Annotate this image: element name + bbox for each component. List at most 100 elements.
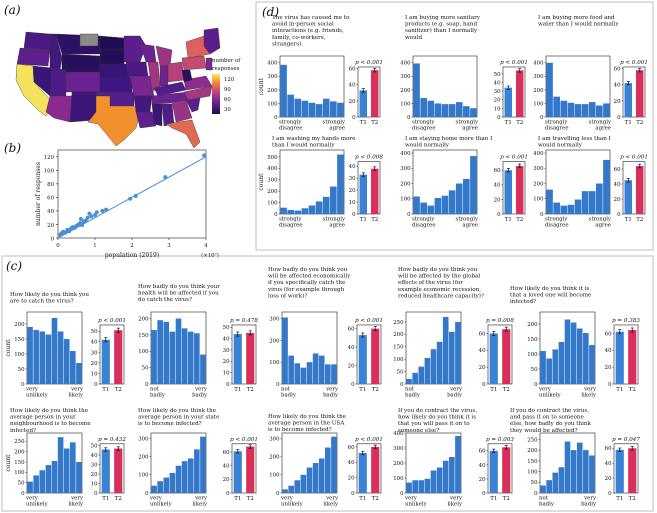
chart-d4-t-ytick-label: 40 — [349, 164, 356, 170]
chart-d5-ytick-label: 400 — [400, 151, 411, 157]
chart-c6-ytick-label: 50 — [18, 481, 25, 487]
chart-c6-t2-label: T2 — [115, 496, 122, 502]
panel-letter-c: (c) — [6, 259, 22, 273]
chart-c9-t2-label: T2 — [503, 496, 510, 502]
chart-c7-question-line: average person in your state — [138, 415, 220, 421]
chart-d2-bar — [463, 106, 470, 117]
chart-d5-bar — [470, 156, 477, 214]
chart-d5-ytick-label: 0 — [407, 212, 411, 218]
chart-c3-t2-bar — [371, 328, 380, 384]
chart-c9-bar — [455, 436, 461, 493]
chart-c6-t-ytick-label: 10 — [91, 481, 98, 487]
chart-c10-t-ytick-label: 0 — [608, 491, 612, 497]
chart-c10-right-label: badly — [581, 502, 597, 508]
chart-c7-left-label: unlikely — [150, 502, 173, 508]
chart-c10-ytick-label: 50 — [531, 480, 538, 486]
chart-c3-t2-label: T2 — [372, 387, 379, 393]
chart-d6-right-label: strongly — [589, 217, 612, 223]
chart-c10-bar — [540, 485, 546, 493]
chart-c2-ytick-label: 200 — [138, 316, 149, 322]
chart-c5-bar — [546, 358, 552, 384]
chart-c5-t1-bar — [615, 331, 624, 384]
map-legend-tick-30: 30 — [224, 107, 231, 113]
map-legend-title-line1: number of — [212, 58, 241, 64]
panel-d-frame — [255, 1, 654, 251]
chart-d5-bar — [427, 205, 435, 214]
chart-d6-bar — [553, 202, 560, 214]
chart-c2-ytick-label: 150 — [138, 333, 149, 339]
chart-c2-ytick-label: 50 — [142, 366, 149, 372]
chart-c8-t-ytick-label: 40 — [348, 460, 355, 466]
chart-c7-bar — [163, 477, 170, 493]
chart-d3-ytick-label: 300 — [533, 74, 544, 80]
chart-c9-left-label: unlikely — [405, 502, 428, 508]
chart-c7-ytick-label: 300 — [138, 436, 149, 442]
chart-c9-pvalue: p = 0.003 — [486, 437, 514, 443]
chart-d1-question-line: avoid in-person social — [272, 22, 334, 28]
scatter-b-ytick-label: 40 — [47, 209, 54, 215]
chart-c5-bar — [570, 322, 577, 384]
chart-c1-question-line: How likely do you think you — [10, 292, 89, 298]
chart-c5-right-label: very — [583, 387, 597, 393]
chart-d6-t-ytick-label: 60 — [614, 167, 621, 173]
chart-d6-right-label: agree — [595, 223, 611, 229]
chart-c6-t-ytick-label: 20 — [91, 472, 98, 478]
chart-d5-bar — [413, 196, 420, 214]
chart-d6-ytick-label: 200 — [533, 181, 544, 187]
chart-c1-ytick-label: 100 — [14, 352, 25, 358]
chart-c3-pvalue: p < 0.001 — [355, 318, 383, 324]
scatter-b-point — [94, 210, 99, 215]
chart-c2-bar — [200, 354, 206, 384]
chart-c6-bar — [39, 470, 46, 493]
chart-c6-t2-bar — [114, 448, 123, 493]
scatter-b-xtick-label: 4 — [204, 243, 208, 249]
chart-d4-ylabel: count — [258, 173, 265, 191]
chart-c7-bar — [194, 449, 200, 493]
chart-c6-t1-bar — [101, 449, 110, 493]
panel-letter-b: (b) — [4, 141, 21, 155]
chart-c8-t-frame — [356, 443, 382, 494]
chart-d5-bar — [455, 183, 463, 214]
chart-d2-bar — [427, 100, 435, 117]
map-legend-colorbar — [212, 74, 220, 114]
chart-c1-t-ytick-label: 10 — [91, 371, 98, 377]
chart-d4-bar — [301, 208, 309, 214]
chart-c2-bar — [175, 318, 182, 384]
chart-c6-t-ytick-label: 0 — [94, 491, 98, 497]
chart-c7-t1-label: T1 — [234, 496, 241, 502]
chart-d3-t-ytick-label: 60 — [614, 66, 621, 72]
chart-c5-question-line: that a loved one will become — [510, 293, 592, 299]
chart-d1-t-ytick-label: 60 — [349, 66, 356, 72]
chart-c9-right-label: likely — [447, 502, 463, 508]
chart-c6-t-frame — [99, 443, 125, 494]
chart-c5-t-ytick-label: 60 — [605, 331, 612, 337]
panel-letter-a: (a) — [4, 3, 21, 17]
chart-c8-question-line: is to become infected? — [268, 427, 332, 433]
chart-c1-t-ytick-label: 40 — [91, 340, 98, 346]
chart-c10-pvalue: p = 0.047 — [612, 437, 640, 443]
chart-c9-ytick-label: 100 — [393, 476, 404, 482]
chart-d5-t1-bar — [504, 170, 513, 214]
scatter-b-ytick-label: 80 — [47, 182, 54, 188]
chart-c3-t-ytick-label: 40 — [348, 345, 355, 351]
map-state-north-dakota — [99, 35, 125, 51]
chart-d5-bar — [434, 198, 442, 214]
map-state-colorado — [65, 71, 101, 93]
chart-c5-t-frame — [613, 324, 639, 385]
chart-d1-t2-bar — [370, 70, 379, 117]
panel-c-frame — [1, 255, 654, 512]
chart-c10-question-line: and pass it on to someone — [510, 415, 585, 421]
chart-c4-t-ytick-label: 40 — [479, 348, 486, 354]
chart-c5-t2-label: T2 — [629, 387, 636, 393]
map-state-north-carolina — [183, 85, 213, 101]
chart-c9-bar — [436, 467, 443, 493]
scatter-b-point — [87, 211, 92, 216]
chart-d3-bar — [588, 102, 596, 117]
chart-c1-t1-bar — [101, 339, 110, 384]
chart-c8-t2-label: T2 — [372, 496, 379, 502]
chart-c10-bar — [570, 450, 577, 493]
chart-c1-question-line: are to catch the virus? — [10, 299, 74, 305]
chart-c5-ytick-label: 50 — [531, 367, 538, 373]
chart-c4-t-frame — [487, 324, 513, 385]
